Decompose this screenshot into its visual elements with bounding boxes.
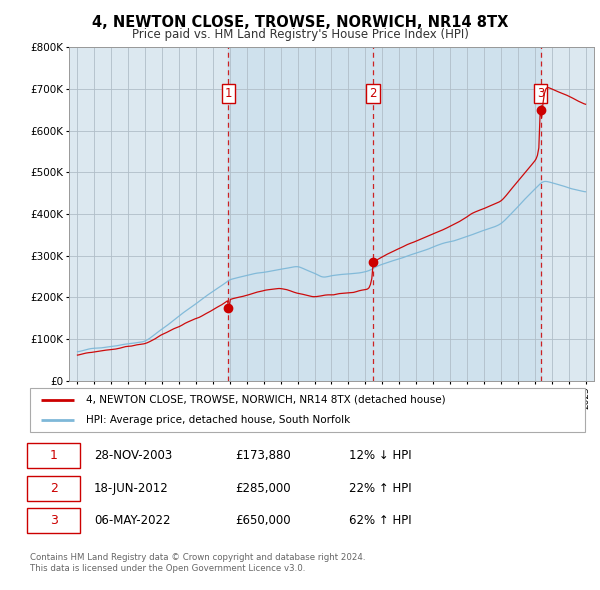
Text: 12% ↓ HPI: 12% ↓ HPI bbox=[349, 449, 412, 463]
FancyBboxPatch shape bbox=[27, 476, 80, 501]
Text: 2: 2 bbox=[50, 481, 58, 495]
Text: 18-JUN-2012: 18-JUN-2012 bbox=[94, 481, 169, 495]
Text: Price paid vs. HM Land Registry's House Price Index (HPI): Price paid vs. HM Land Registry's House … bbox=[131, 28, 469, 41]
Text: 4, NEWTON CLOSE, TROWSE, NORWICH, NR14 8TX (detached house): 4, NEWTON CLOSE, TROWSE, NORWICH, NR14 8… bbox=[86, 395, 445, 405]
Text: £173,880: £173,880 bbox=[235, 449, 291, 463]
Text: Contains HM Land Registry data © Crown copyright and database right 2024.
This d: Contains HM Land Registry data © Crown c… bbox=[30, 553, 365, 573]
Text: HPI: Average price, detached house, South Norfolk: HPI: Average price, detached house, Sout… bbox=[86, 415, 350, 425]
Text: 2: 2 bbox=[370, 87, 377, 100]
Text: 1: 1 bbox=[50, 449, 58, 463]
FancyBboxPatch shape bbox=[27, 508, 80, 533]
Text: £285,000: £285,000 bbox=[235, 481, 291, 495]
Bar bbox=[229, 47, 541, 381]
Text: £650,000: £650,000 bbox=[235, 514, 291, 527]
Text: 22% ↑ HPI: 22% ↑ HPI bbox=[349, 481, 412, 495]
FancyBboxPatch shape bbox=[30, 388, 585, 432]
FancyBboxPatch shape bbox=[27, 443, 80, 468]
Text: 1: 1 bbox=[224, 87, 232, 100]
Text: 06-MAY-2022: 06-MAY-2022 bbox=[94, 514, 170, 527]
Text: 62% ↑ HPI: 62% ↑ HPI bbox=[349, 514, 412, 527]
Text: 3: 3 bbox=[537, 87, 544, 100]
Text: 28-NOV-2003: 28-NOV-2003 bbox=[94, 449, 172, 463]
Text: 3: 3 bbox=[50, 514, 58, 527]
Text: 4, NEWTON CLOSE, TROWSE, NORWICH, NR14 8TX: 4, NEWTON CLOSE, TROWSE, NORWICH, NR14 8… bbox=[92, 15, 508, 30]
